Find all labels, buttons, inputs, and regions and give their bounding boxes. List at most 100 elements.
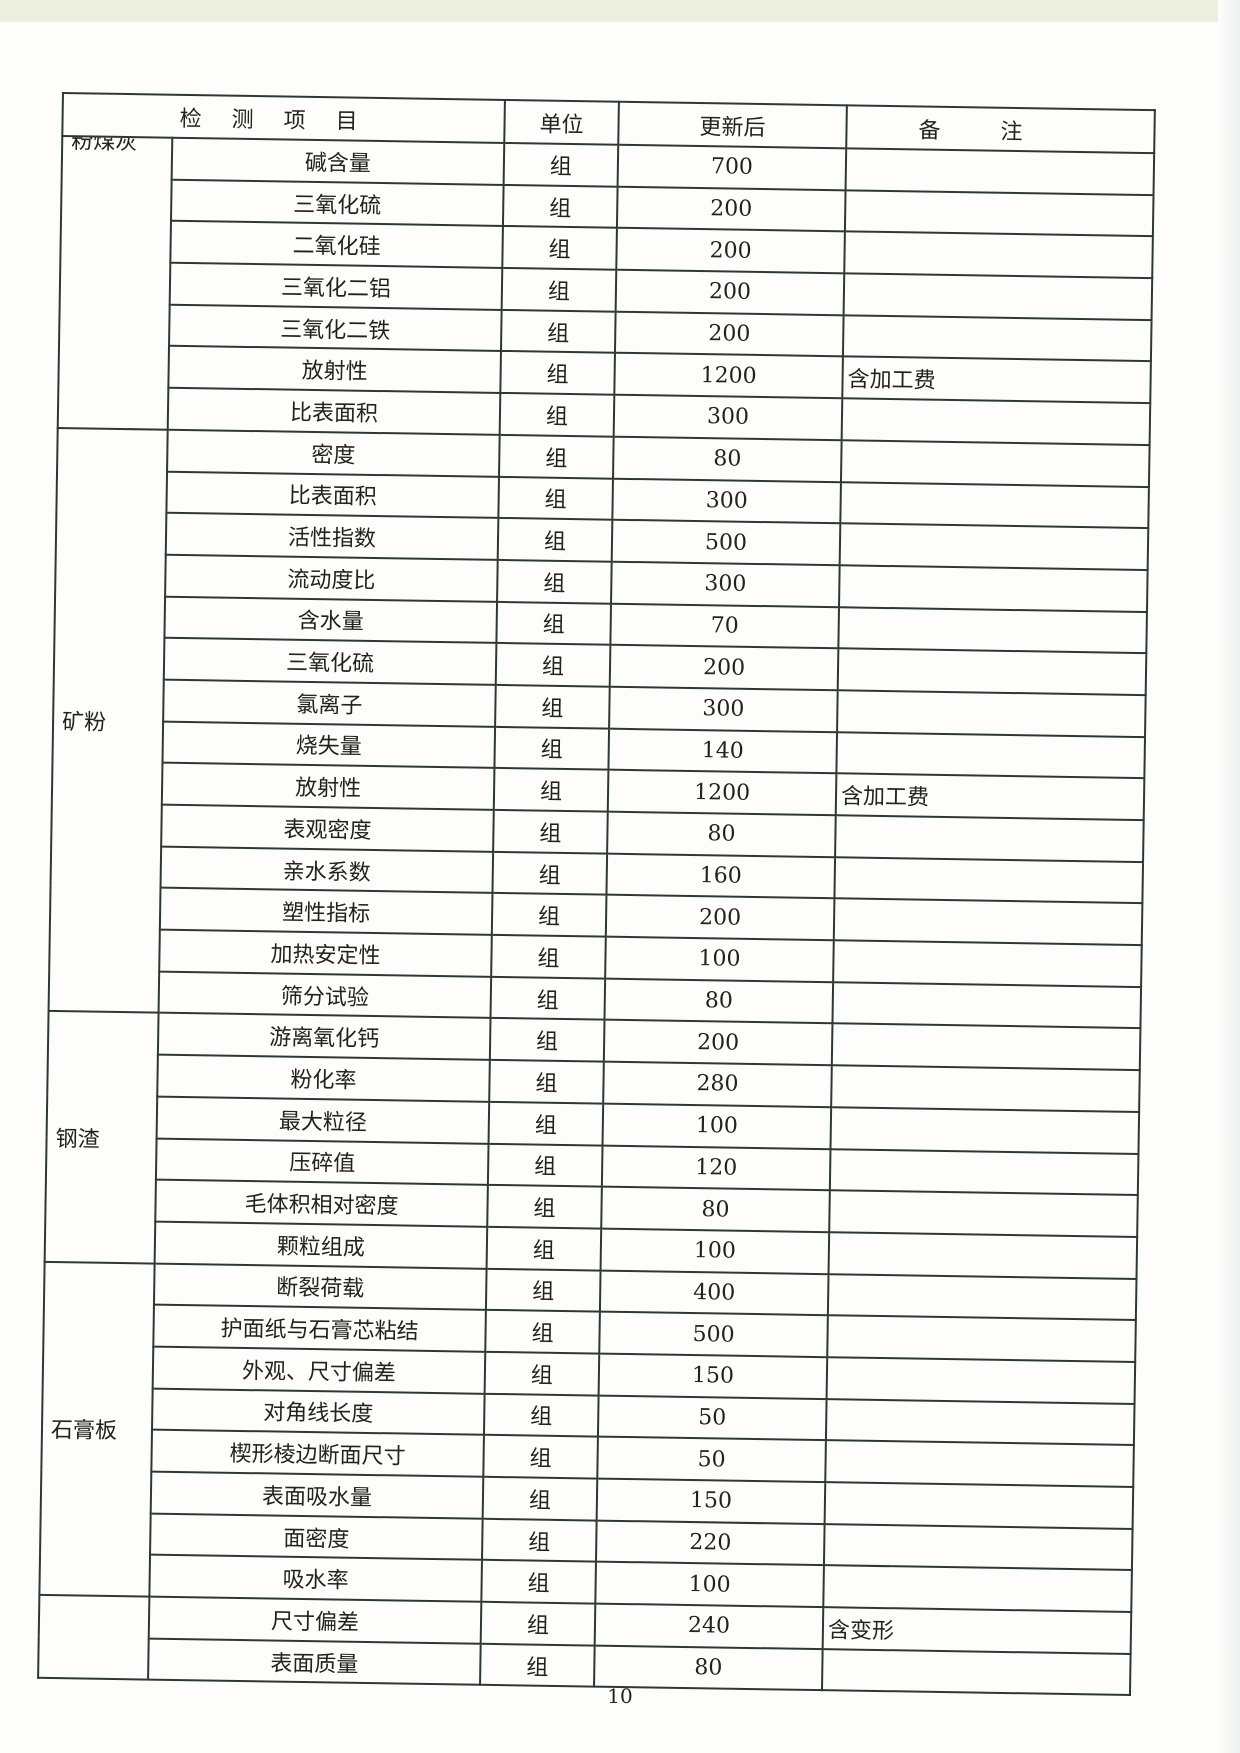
cell-item: 最大粒径	[156, 1096, 490, 1144]
cell-item: 断裂荷载	[153, 1263, 487, 1311]
cell-item: 护面纸与石膏芯粘结	[153, 1304, 486, 1352]
cell-note	[829, 1148, 1139, 1196]
cell-unit: 组	[486, 1226, 602, 1271]
cell-item: 加热安定性	[159, 929, 492, 977]
cell-note	[827, 1315, 1136, 1362]
cell-value: 500	[611, 519, 841, 566]
cell-item: 表面吸水量	[150, 1471, 484, 1519]
cell-value: 150	[598, 1353, 828, 1399]
cell-value: 50	[597, 1436, 826, 1483]
cell-unit: 组	[484, 1351, 600, 1396]
cell-item: 比表面积	[167, 387, 501, 435]
cell-item: 流动度比	[165, 554, 498, 602]
cell-item: 尺寸偏差	[148, 1596, 482, 1644]
cell-value: 300	[609, 686, 838, 732]
header-value: 更新后	[618, 101, 847, 149]
cell-item: 三氧化二铝	[169, 262, 503, 310]
cell-unit: 组	[499, 393, 615, 437]
cell-value: 80	[604, 978, 834, 1024]
group-label: 石膏板	[39, 1261, 155, 1597]
cell-item: 压碎值	[155, 1138, 489, 1186]
header-item: 检测项目	[62, 93, 505, 143]
cell-value: 1200	[614, 353, 843, 399]
cell-item: 外观、尺寸偏差	[152, 1346, 486, 1394]
cell-unit: 组	[482, 1518, 597, 1562]
cell-unit: 组	[501, 268, 617, 312]
cell-unit: 组	[481, 1560, 596, 1604]
cell-note: 含加工费	[842, 356, 1151, 404]
cell-note	[838, 606, 1147, 654]
cell-note	[823, 1565, 1132, 1613]
cell-value: 200	[615, 269, 845, 316]
group-label: 粉煤灰	[57, 136, 173, 430]
page-number: 10	[607, 1684, 633, 1708]
cell-note	[823, 1523, 1133, 1571]
cell-value: 200	[603, 1020, 833, 1066]
cell-note	[845, 148, 1155, 195]
cell-item: 氯离子	[163, 679, 496, 727]
cell-item: 对角线长度	[151, 1388, 485, 1436]
cell-value: 100	[595, 1561, 824, 1608]
cell-note	[834, 856, 1144, 904]
cell-value: 160	[606, 853, 836, 899]
cell-note	[828, 1232, 1138, 1279]
cell-note	[830, 1107, 1140, 1154]
cell-unit: 组	[502, 184, 618, 229]
cell-item: 面密度	[150, 1513, 483, 1561]
cell-item: 密度	[167, 429, 500, 477]
cell-unit: 组	[503, 142, 619, 187]
cell-note	[840, 440, 1150, 487]
cell-item: 表面质量	[148, 1638, 481, 1686]
cell-item: 毛体积相对密度	[155, 1179, 488, 1227]
cell-item: 比表面积	[166, 471, 500, 519]
cell-value: 80	[613, 436, 842, 482]
cell-item: 塑性指标	[159, 888, 493, 935]
scan-top-band	[0, 0, 1240, 22]
cell-note	[826, 1357, 1136, 1404]
cell-note	[829, 1190, 1138, 1237]
cell-unit: 组	[500, 309, 616, 354]
cell-item: 放射性	[161, 762, 495, 810]
cell-note	[835, 815, 1144, 862]
cell-note	[841, 398, 1151, 445]
cell-item: 筛分试验	[158, 971, 492, 1019]
cell-note	[827, 1273, 1137, 1321]
cell-note	[837, 648, 1147, 696]
cell-value: 200	[616, 228, 845, 274]
cell-note	[837, 690, 1146, 737]
cell-item: 三氧化二铁	[169, 304, 502, 352]
cell-note	[840, 481, 1149, 529]
cell-unit: 组	[487, 1185, 602, 1229]
test-price-table: 检测项目 单位 更新后 备注 粉煤灰 碱含量组 700 三氧化硫组 200 二氧化硅组 20…	[37, 92, 1156, 1696]
group-label-text: 粉煤灰	[71, 136, 138, 156]
cell-item: 放射性	[168, 346, 501, 394]
group-label-text: 石膏板	[50, 1418, 118, 1445]
cell-unit: 组	[490, 976, 606, 1021]
cell-unit: 组	[502, 226, 617, 270]
cell-value: 70	[610, 603, 840, 649]
group-label-text: 矿粉	[61, 709, 107, 736]
cell-unit: 组	[489, 1018, 605, 1062]
cell-value: 100	[605, 936, 834, 982]
cell-value: 100	[602, 1103, 832, 1149]
cell-item: 活性指数	[165, 512, 499, 560]
cell-value: 140	[608, 728, 838, 774]
cell-value: 200	[609, 644, 839, 691]
cell-item: 碱含量	[171, 137, 505, 185]
cell-item: 楔形棱边断面尺寸	[151, 1429, 484, 1477]
cell-note	[833, 940, 1142, 987]
cell-unit: 组	[480, 1643, 595, 1687]
cell-note	[839, 565, 1148, 612]
cell-value: 400	[599, 1270, 829, 1316]
cell-note	[831, 1023, 1141, 1071]
cell-value: 240	[594, 1603, 824, 1649]
cell-value: 200	[605, 895, 835, 941]
cell-note	[836, 731, 1146, 779]
scan-right-edge	[1218, 0, 1240, 1753]
header-unit: 单位	[504, 99, 619, 145]
cell-item: 吸水率	[149, 1554, 483, 1602]
group-label: 钢渣	[44, 1011, 159, 1264]
cell-item: 三氧化硫	[170, 179, 504, 227]
cell-unit: 组	[487, 1143, 603, 1187]
cell-item: 表观密度	[161, 804, 494, 852]
